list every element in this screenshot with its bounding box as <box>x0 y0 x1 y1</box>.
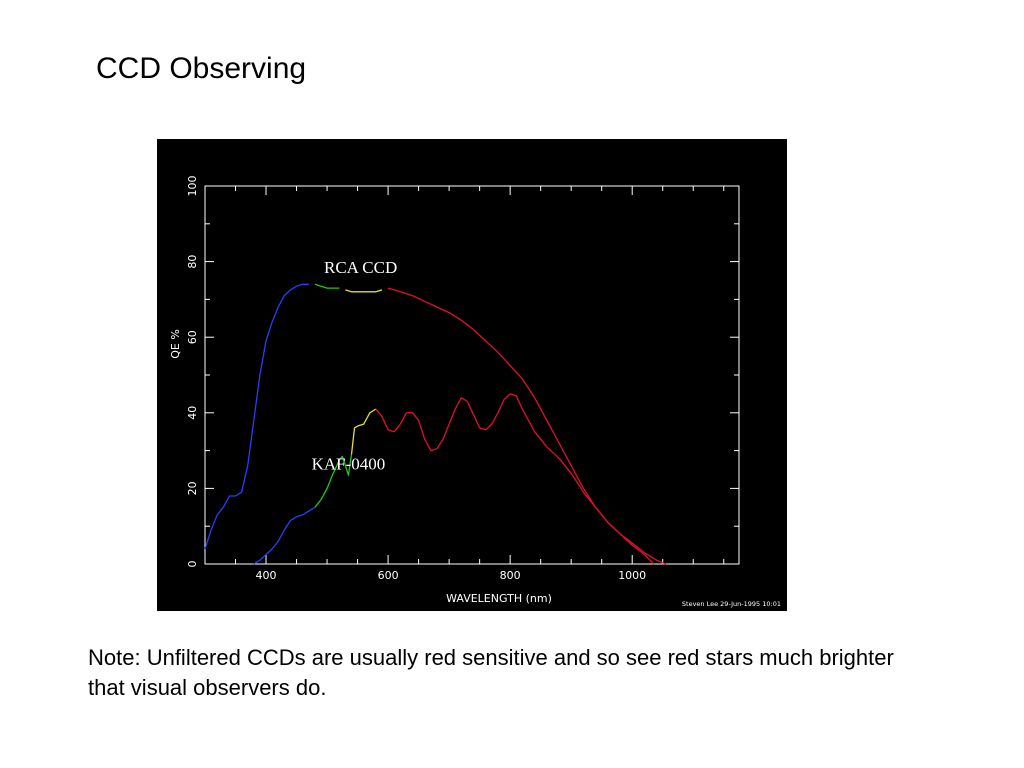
y-tick-label: 40 <box>186 406 199 420</box>
x-tick-label: 800 <box>500 569 521 582</box>
annotation-kaf-0400: KAF-0400 <box>312 455 386 474</box>
slide-note: Note: Unfiltered CCDs are usually red se… <box>88 645 894 700</box>
y-axis-label: QE % <box>169 329 182 359</box>
series-line-segment <box>314 283 340 289</box>
x-tick-label: 600 <box>378 569 399 582</box>
annotation-rca-ccd: RCA CCD <box>324 258 397 277</box>
qe-chart: 400 600 800 1000 0 20 40 60 80 100 WAVELENGTH (nm… <box>157 139 787 611</box>
y-tick-label: 80 <box>186 255 199 269</box>
series-kaf-0400 <box>253 393 655 565</box>
x-tick-label: 400 <box>256 569 277 582</box>
chart-series <box>204 283 667 565</box>
series-line-segment <box>253 506 316 565</box>
series-line-segment <box>345 289 383 293</box>
series-line-segment <box>204 283 309 550</box>
series-line-segment <box>387 287 667 565</box>
qe-chart-svg: 400 600 800 1000 0 20 40 60 80 100 WAVELENGTH (nm… <box>169 176 781 609</box>
x-tick-label: 1000 <box>618 569 646 582</box>
slide-title: CCD Observing <box>96 52 307 85</box>
x-axis-label: WAVELENGTH (nm) <box>446 592 552 605</box>
chart-axes: 400 600 800 1000 0 20 40 60 80 100 <box>186 176 740 582</box>
series-line-segment <box>375 393 655 565</box>
y-tick-label: 20 <box>186 481 199 495</box>
plot-frame <box>204 185 740 565</box>
y-tick-label: 60 <box>186 330 199 344</box>
series-line-segment <box>350 408 377 455</box>
chart-credit: Steven Lee 29-Jun-1995 10:01 <box>682 600 781 608</box>
y-tick-label: 0 <box>186 561 199 568</box>
series-line-segment <box>314 454 353 508</box>
series-rca-ccd <box>204 283 667 565</box>
y-tick-label: 100 <box>186 176 199 197</box>
